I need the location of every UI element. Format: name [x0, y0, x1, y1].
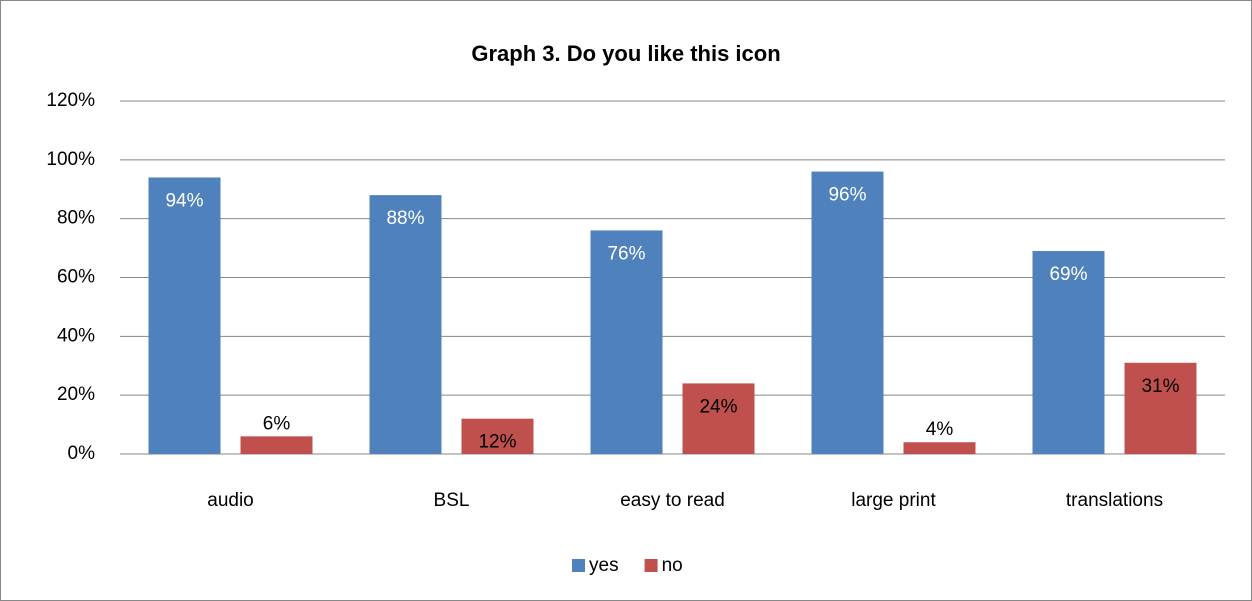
legend-label: no [662, 555, 683, 576]
data-label: 96% [828, 185, 866, 206]
data-label: 24% [699, 396, 737, 417]
bar [240, 436, 313, 454]
bar [148, 177, 221, 454]
y-tick-label: 80% [57, 208, 95, 229]
data-label: 76% [607, 243, 645, 264]
bar [1032, 251, 1105, 454]
bar [461, 418, 534, 454]
y-tick-label: 120% [46, 90, 95, 111]
data-label: 4% [926, 419, 954, 440]
bar [682, 383, 755, 454]
bar [369, 195, 442, 454]
legend-swatch [572, 559, 585, 572]
chart-title: Graph 3. Do you like this icon [471, 41, 780, 66]
data-label: 6% [263, 413, 291, 434]
x-tick-label: translations [1066, 490, 1163, 511]
data-label: 12% [478, 432, 516, 453]
x-tick-label: audio [207, 490, 254, 511]
bar [903, 442, 976, 454]
x-tick-label: large print [851, 490, 936, 511]
legend-swatch [644, 559, 658, 572]
bar [811, 171, 884, 454]
y-tick-label: 40% [57, 325, 95, 346]
y-tick-label: 60% [57, 267, 95, 288]
bar [1124, 362, 1197, 454]
data-label: 94% [165, 190, 203, 211]
data-label: 31% [1141, 376, 1179, 397]
legend-label: yes [589, 555, 619, 576]
y-tick-label: 20% [57, 384, 95, 405]
y-tick-label: 0% [68, 443, 96, 464]
bar [590, 230, 663, 454]
y-tick-label: 100% [46, 149, 95, 170]
data-label: 69% [1049, 264, 1087, 285]
x-tick-label: BSL [434, 490, 470, 511]
x-tick-label: easy to read [620, 490, 725, 511]
data-label: 88% [386, 208, 424, 229]
